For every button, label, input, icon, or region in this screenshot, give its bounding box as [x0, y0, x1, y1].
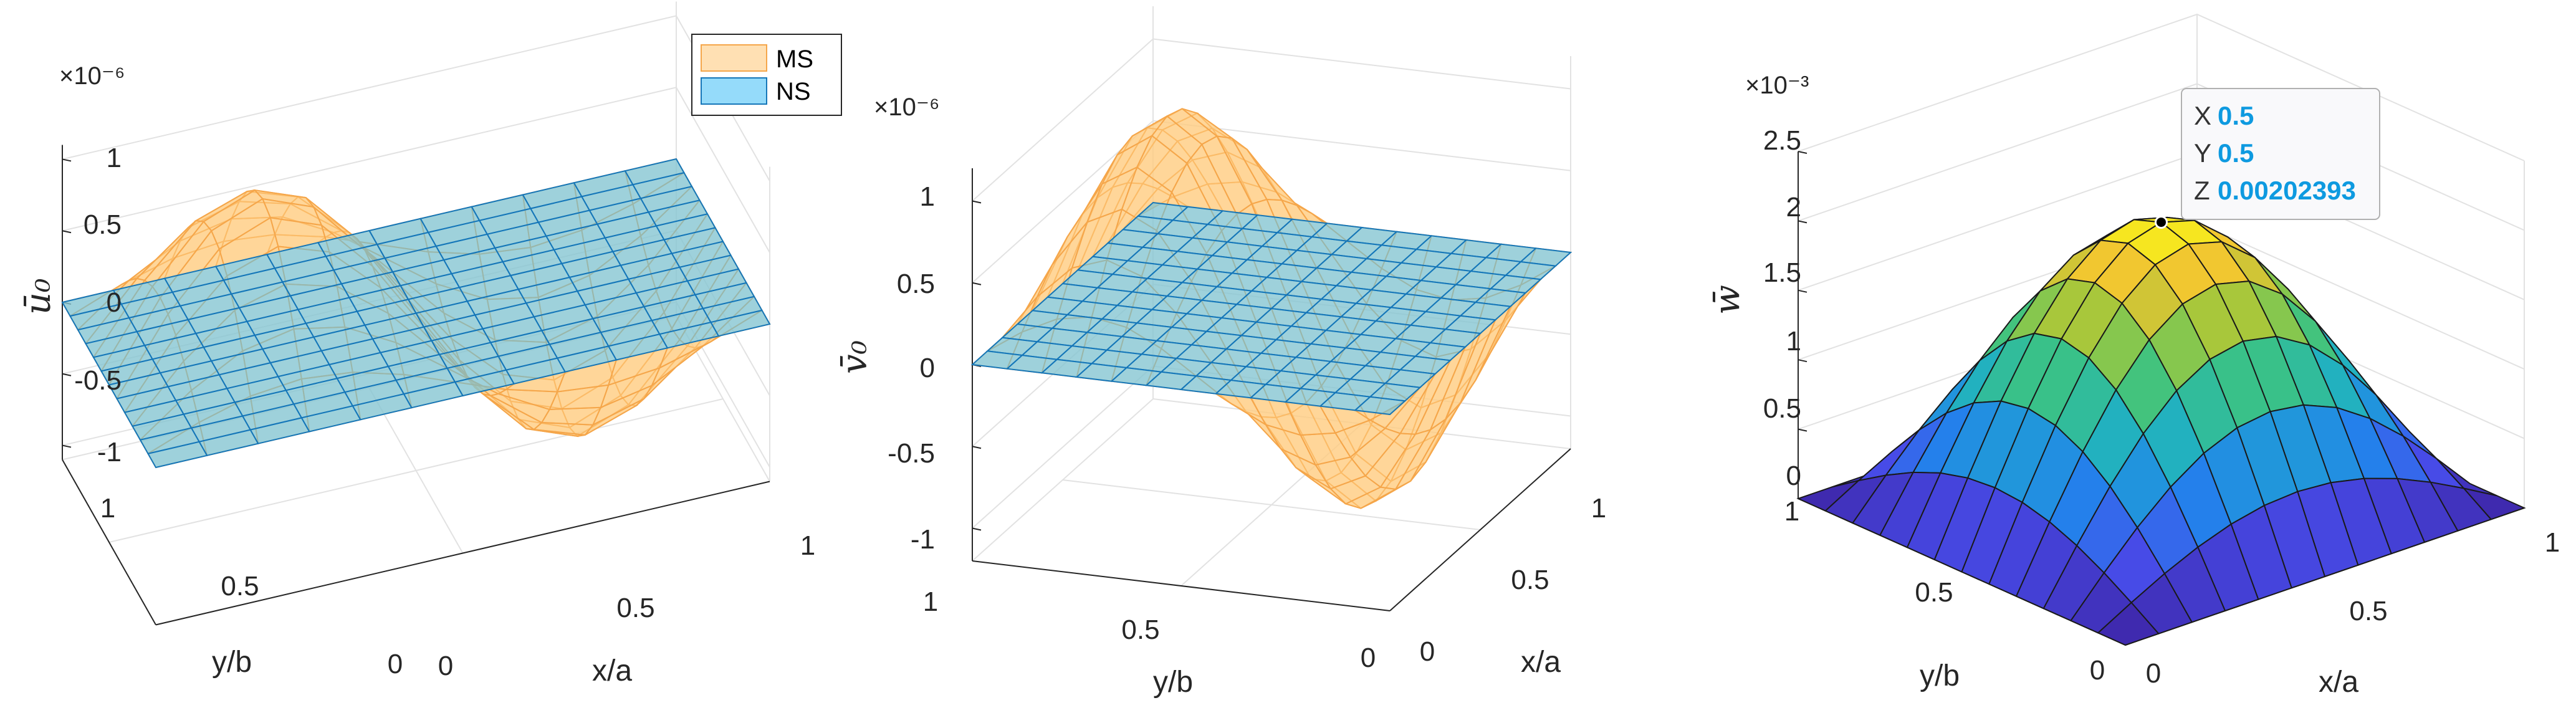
- v0-z-axis-label: v̄₀: [835, 340, 875, 374]
- z-tick-mark-0: [972, 527, 982, 531]
- floor-grid-y-1: [108, 398, 724, 543]
- u0-y-tick-2: 1: [100, 493, 115, 524]
- u0-surface-plot: ū₀ ×10⁻⁶ y/b x/a 0 0.5 1 0 0.5 1 1 0.5 0…: [18, 1, 842, 687]
- w-z-tick-3: 1.5: [1763, 257, 1801, 288]
- v0-exponent-label: ×10⁻⁶: [874, 93, 939, 121]
- z-tick-mark-3: [972, 282, 982, 285]
- u0-z-tick-0: -1: [97, 437, 122, 467]
- v0-y-tick-1: 0.5: [1121, 615, 1159, 645]
- wall-grid-z-4: [62, 15, 770, 181]
- z-tick-mark-3: [1798, 289, 1808, 293]
- v0-z-tick-0: -1: [911, 524, 935, 555]
- x-axis-line: [1389, 448, 1571, 611]
- datatip-z-value: 0.00202393: [2218, 176, 2356, 205]
- z-tick-mark-2: [1798, 359, 1808, 363]
- w-z-axis-label: w̄: [1707, 285, 1748, 315]
- y-axis-line: [972, 560, 1391, 611]
- u0-y-tick-1: 0.5: [221, 571, 259, 601]
- w-z-tick-4: 2: [1786, 192, 1801, 223]
- v0-surface-plot: v̄₀ ×10⁻⁶ y/b x/a 0 0.5 1 0 0.5 1 1 0.5 …: [835, 6, 1606, 699]
- v0-x-tick-0: 0: [1420, 636, 1435, 667]
- u0-x-tick-2: 1: [800, 530, 815, 561]
- v0-y-axis-label: y/b: [1153, 666, 1193, 699]
- w-surface-plot: w̄ ×10⁻³ y/b x/a 0 0.5 1 0 0.5 1 2.5 2 1…: [1707, 13, 2560, 699]
- z-tick-mark-0: [62, 444, 72, 448]
- w-y-tick-1: 0.5: [1915, 577, 1953, 608]
- w-y-tick-0: 0: [2090, 655, 2105, 686]
- z-tick-mark-5: [1798, 151, 1808, 154]
- legend-label-ms: MS: [776, 45, 813, 73]
- panel-1-plot-layer: [970, 6, 1573, 611]
- floor-grid-y-2: [972, 398, 1154, 562]
- legend-swatch-ns: [701, 77, 767, 105]
- z-tick-mark-4: [62, 158, 72, 162]
- u0-z-tick-3: 0.5: [84, 209, 122, 240]
- w-z-tick-5: 2.5: [1763, 125, 1801, 156]
- datatip-x-label: X: [2194, 101, 2211, 130]
- wall-grid-z-4: [972, 38, 1571, 202]
- w-exponent-label: ×10⁻³: [1745, 72, 1809, 99]
- wall-grid-z-5: [1798, 13, 2525, 161]
- z-tick-mark-1: [62, 373, 72, 376]
- z-tick-mark-4: [972, 200, 982, 204]
- v0-z-tick-2: 0: [920, 353, 935, 383]
- surface-patch-NS-0-0: [146, 441, 208, 469]
- panel-0-series-NS: [61, 158, 771, 469]
- z-tick-mark-1: [1798, 428, 1808, 432]
- y-axis-line: [62, 459, 156, 625]
- panel-2-series-w: [1796, 216, 2526, 646]
- u0-y-tick-0: 0: [388, 649, 403, 679]
- datatip-z-label: Z: [2194, 176, 2210, 205]
- v0-x-tick-1: 0.5: [1511, 565, 1549, 595]
- v0-y-tick-2: 1: [923, 586, 938, 617]
- legend-swatch-ms: [701, 44, 767, 72]
- w-x-tick-0: 0: [2146, 658, 2161, 689]
- v0-z-tick-1: -0.5: [888, 438, 935, 469]
- u0-x-tick-0: 0: [438, 651, 453, 681]
- w-x-tick-2: 1: [2545, 527, 2560, 558]
- w-x-tick-1: 0.5: [2349, 596, 2387, 626]
- u0-z-tick-4: 1: [107, 143, 122, 173]
- z-tick-mark-1: [972, 446, 982, 449]
- datatip[interactable]: X 0.5 Y 0.5 Z 0.00202393: [2155, 88, 2380, 229]
- w-z-tick-2: 1: [1786, 326, 1801, 357]
- legend: MS NS: [691, 34, 842, 116]
- wall-grid-z-3: [972, 120, 1571, 284]
- wall-grid-z-3: [62, 87, 770, 253]
- u0-z-tick-2: 0: [107, 287, 122, 318]
- datatip-box: [2181, 88, 2380, 220]
- panel-2-plot-layer: [1796, 13, 2526, 646]
- v0-y-tick-0: 0: [1361, 643, 1376, 673]
- v0-x-axis-label: x/a: [1521, 646, 1561, 679]
- u0-exponent-label: ×10⁻⁶: [59, 62, 125, 90]
- w-y-tick-2: 1: [1784, 496, 1799, 527]
- w-z-tick-1: 0.5: [1763, 393, 1801, 424]
- u0-z-axis-label: ū₀: [18, 278, 59, 315]
- u0-y-axis-label: y/b: [212, 646, 252, 679]
- w-z-tick-0: 0: [1786, 461, 1801, 491]
- v0-z-tick-3: 0.5: [897, 269, 935, 299]
- panel-1-series-NS: [970, 201, 1573, 416]
- surface-patch-w-0-0: [2097, 601, 2160, 646]
- datatip-marker[interactable]: [2155, 216, 2168, 229]
- legend-label-ns: NS: [776, 78, 811, 105]
- w-x-axis-label: x/a: [2319, 666, 2358, 699]
- u0-x-tick-1: 0.5: [616, 593, 654, 623]
- datatip-y-value: 0.5: [2218, 138, 2254, 168]
- v0-z-tick-4: 1: [920, 181, 935, 212]
- u0-x-axis-label: x/a: [592, 654, 632, 687]
- z-tick-mark-4: [1798, 220, 1808, 224]
- x-axis-line: [155, 481, 770, 626]
- u0-z-tick-1: -0.5: [74, 365, 122, 396]
- wall-grid-z-4: [1798, 83, 2525, 231]
- datatip-x-value: 0.5: [2218, 101, 2254, 130]
- v0-x-tick-2: 1: [1591, 493, 1606, 524]
- surface-patch-MS-8-2: [540, 406, 602, 426]
- panel-0-plot-layer: [61, 1, 771, 626]
- z-tick-mark-3: [62, 230, 72, 234]
- surface-patch-NS-0-0: [1353, 396, 1407, 416]
- w-y-axis-label: y/b: [1920, 659, 1960, 692]
- datatip-y-label: Y: [2194, 138, 2211, 168]
